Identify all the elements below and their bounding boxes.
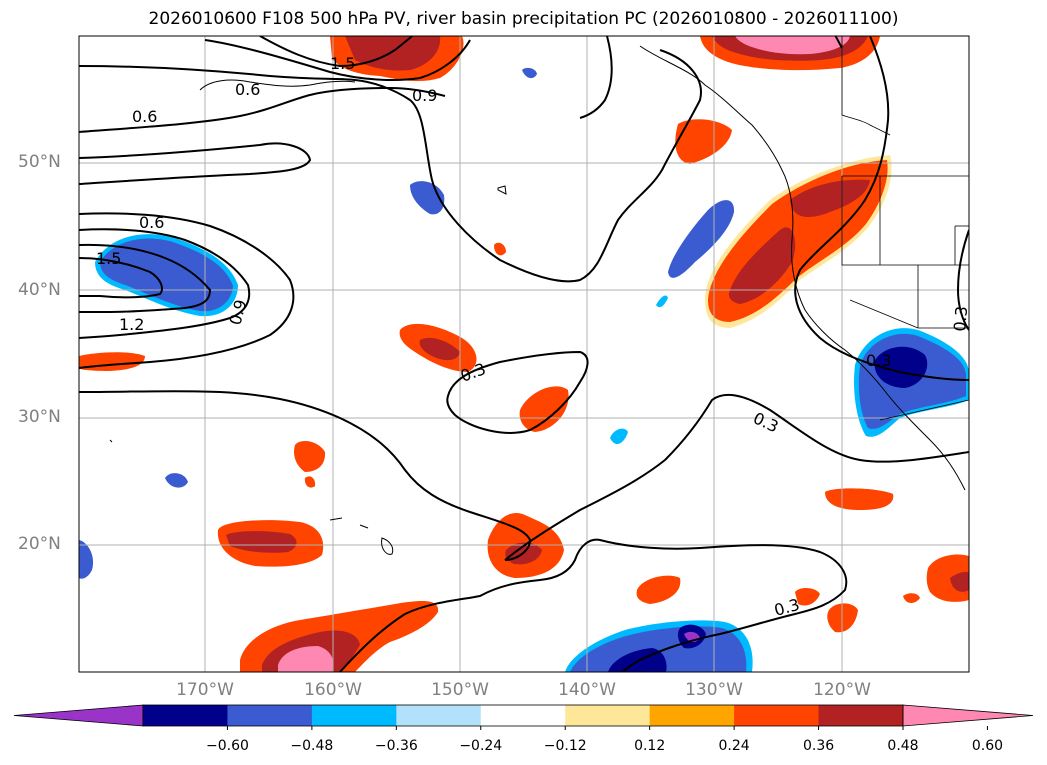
lat-label-40n: 40°N xyxy=(18,280,61,300)
lon-label-140w: 140°W xyxy=(558,680,616,700)
anomaly-patch xyxy=(874,346,928,388)
map-frame xyxy=(78,35,970,673)
anomaly-patch xyxy=(226,531,297,553)
anomaly-patch xyxy=(950,571,969,592)
anomaly-patch xyxy=(494,242,506,256)
anomaly-patch xyxy=(795,588,820,606)
anomaly-patch xyxy=(675,119,732,164)
anomaly-patch xyxy=(519,386,569,432)
colorbar-frame xyxy=(142,704,904,727)
colorbar xyxy=(13,704,1034,730)
precip-anomaly-fills xyxy=(79,36,969,672)
colorbar-segment xyxy=(565,705,651,726)
contour-label: 0.3 xyxy=(866,351,891,370)
anomaly-patch xyxy=(304,476,316,488)
political-borders xyxy=(841,36,969,421)
contour-label: 0.6 xyxy=(132,107,157,126)
colorbar-tick-label: −0.48 xyxy=(290,738,334,754)
contour-label: 0.3 xyxy=(950,305,971,332)
anomaly-patch xyxy=(522,67,537,79)
contour-label: 0.6 xyxy=(235,80,260,99)
anomaly-patch xyxy=(294,440,326,472)
colorbar-tick-label: 0.48 xyxy=(887,738,919,754)
lon-label-160w: 160°W xyxy=(304,680,362,700)
anomaly-patch xyxy=(278,646,334,672)
anomaly-patch xyxy=(610,428,628,445)
anomaly-patch xyxy=(728,227,796,304)
contour-label: 0.9 xyxy=(412,86,437,105)
anomaly-patch xyxy=(656,295,668,308)
contour-label: 1.2 xyxy=(119,315,144,334)
contour-label: 0.6 xyxy=(139,213,164,232)
anomaly-patch xyxy=(668,200,735,278)
anomaly-patch xyxy=(790,179,870,217)
anomaly-patch xyxy=(165,473,188,488)
anomaly-patch xyxy=(903,593,920,603)
lon-label-130w: 130°W xyxy=(685,680,743,700)
colorbar-tick-label: 0.24 xyxy=(718,738,750,754)
lon-label-150w: 150°W xyxy=(431,680,489,700)
anomaly-patch xyxy=(100,238,233,312)
anomaly-patch xyxy=(79,540,94,579)
contour-label: 1.5 xyxy=(330,54,355,73)
graticule xyxy=(79,36,969,672)
map-title: 2026010600 F108 500 hPa PV, river basin … xyxy=(148,9,899,29)
colorbar-tick-label: 0.12 xyxy=(634,738,666,754)
colorbar-tick-label: −0.60 xyxy=(205,738,249,754)
colorbar-segment xyxy=(143,705,228,726)
lon-label-120w: 120°W xyxy=(813,680,871,700)
colorbar-tick-label: −0.12 xyxy=(543,738,587,754)
colorbar-segment xyxy=(396,705,482,726)
lat-label-50n: 50°N xyxy=(18,152,61,172)
lat-label-30n: 30°N xyxy=(18,407,61,427)
colorbar-extend-high xyxy=(902,704,1034,727)
anomaly-patch xyxy=(827,603,858,633)
lon-label-170w: 170°W xyxy=(176,680,234,700)
colorbar-tick-label: 0.60 xyxy=(971,738,1004,754)
anomaly-patch xyxy=(419,337,460,361)
colorbar-segment xyxy=(649,705,735,726)
colorbar-segment xyxy=(227,705,313,726)
colorbar-tick-label: −0.24 xyxy=(459,738,503,754)
colorbar-tick-label: −0.36 xyxy=(374,738,418,754)
colorbar-extend-low xyxy=(13,704,144,727)
colorbar-segment xyxy=(311,705,397,726)
pv-contours xyxy=(79,36,969,672)
colorbar-segment xyxy=(818,705,904,726)
anomaly-patch xyxy=(636,575,681,604)
anomaly-patch xyxy=(735,36,850,55)
lat-label-20n: 20°N xyxy=(18,534,61,554)
colorbar-tick-label: 0.36 xyxy=(802,738,835,754)
contour-label: 1.5 xyxy=(96,249,121,268)
colorbar-segment xyxy=(480,705,566,726)
colorbar-segment xyxy=(734,705,820,726)
